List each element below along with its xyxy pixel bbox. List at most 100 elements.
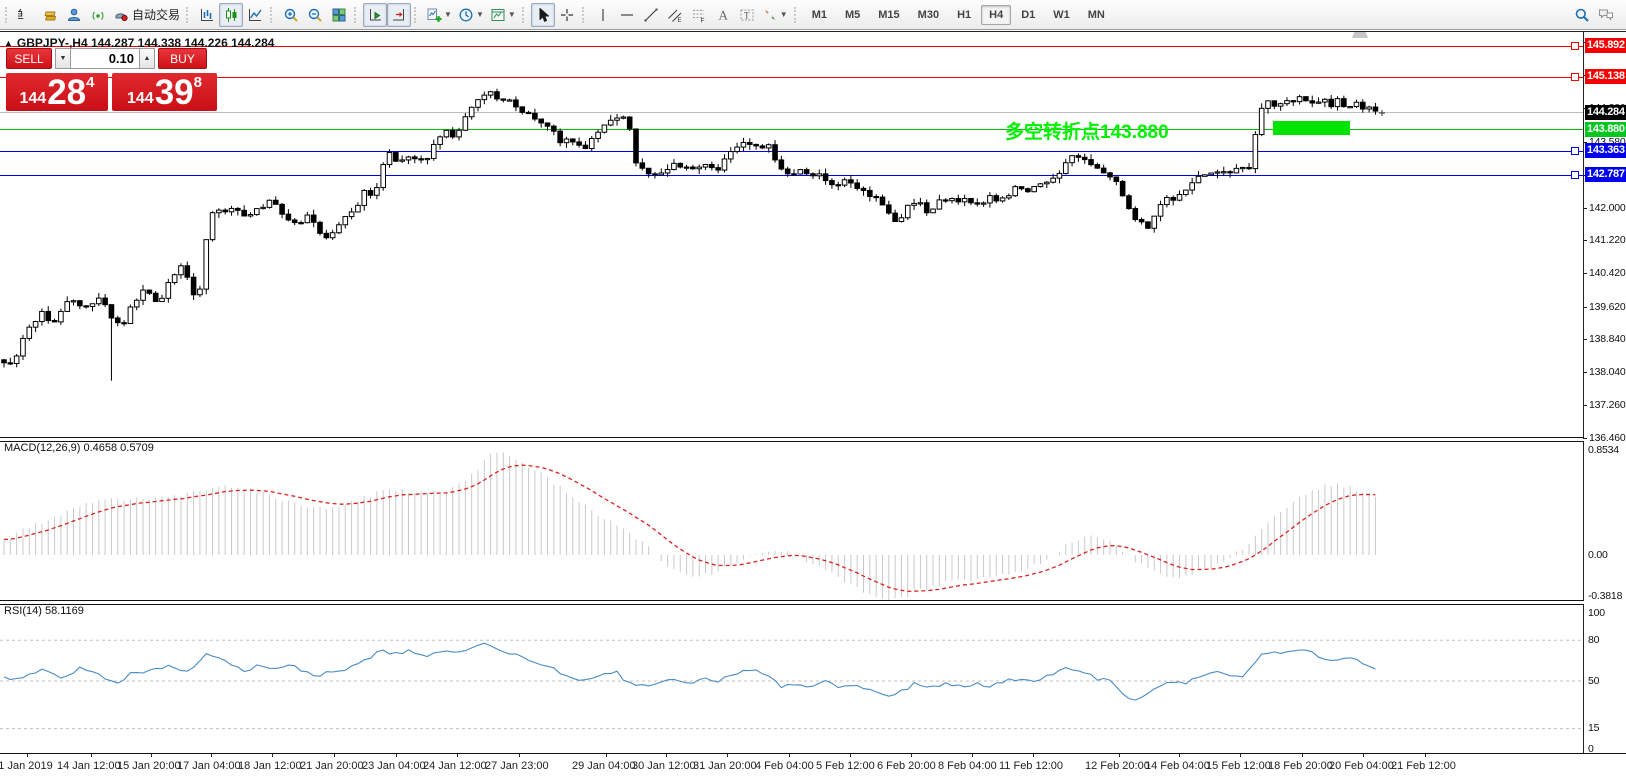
time-axis-label: 15 Jan 20:00 xyxy=(117,760,181,772)
vertical-line-icon[interactable] xyxy=(591,3,615,27)
rsi-chart[interactable] xyxy=(0,604,1583,752)
search-icon[interactable] xyxy=(1570,3,1594,27)
collapse-panel-icon[interactable]: ▲ xyxy=(4,38,13,48)
macd-chart[interactable] xyxy=(0,441,1583,600)
timeframe-m30[interactable]: M30 xyxy=(917,8,940,21)
level-handle[interactable] xyxy=(1571,147,1579,156)
level-handle[interactable] xyxy=(1571,73,1579,82)
trendline-icon[interactable] xyxy=(639,3,663,27)
arrows-icon[interactable]: ▼ xyxy=(759,3,791,27)
symbol-ohlc-text: GBPJPY-,H4 144.287 144.338 144.226 144.2… xyxy=(16,36,275,50)
volume-increase-button[interactable]: ▲ xyxy=(139,48,155,69)
time-tick xyxy=(151,754,152,757)
text-icon[interactable]: A xyxy=(711,3,735,27)
price-tick xyxy=(1583,405,1587,406)
pivot-annotation-text[interactable]: 多空转折点143.880 xyxy=(1005,122,1169,143)
highlight-rectangle-object[interactable] xyxy=(1273,121,1350,135)
toolbar-group: E F A T ▼ xyxy=(579,2,791,28)
buy-price-display[interactable]: 144 39 8 xyxy=(112,73,217,111)
level-handle[interactable] xyxy=(1571,171,1579,180)
horizontal-line-icon[interactable] xyxy=(615,3,639,27)
level-line-145.138[interactable] xyxy=(0,76,1583,78)
time-axis-label: 20 Feb 04:00 xyxy=(1329,760,1394,772)
level-line-145.892[interactable] xyxy=(0,45,1583,47)
price-tick-label: 138.040 xyxy=(1589,366,1626,378)
toolbar-group xyxy=(519,2,579,28)
bar-chart-icon[interactable] xyxy=(195,3,219,27)
cursor-icon[interactable] xyxy=(530,2,555,27)
timeframe-h1[interactable]: H1 xyxy=(957,8,972,21)
level-handle[interactable] xyxy=(1571,42,1579,51)
user-icon[interactable] xyxy=(62,3,86,27)
volume-input[interactable] xyxy=(71,48,139,69)
sell-price-point: 4 xyxy=(86,74,95,91)
time-axis-label: 18 Feb 20:00 xyxy=(1268,760,1333,772)
time-axis-label: 23 Jan 04:00 xyxy=(362,760,426,772)
chart-shift-icon[interactable] xyxy=(387,2,412,27)
timeframe-m1[interactable]: M1 xyxy=(811,8,827,21)
time-tick xyxy=(1240,754,1241,757)
toolbar-group: 单 自动交易 xyxy=(2,2,183,28)
svg-text:A: A xyxy=(718,7,728,22)
zoom-out-icon[interactable] xyxy=(303,3,327,27)
sell-button[interactable]: SELL xyxy=(6,48,52,69)
volume-decrease-button[interactable]: ▼ xyxy=(55,48,71,69)
sell-price-pips: 28 xyxy=(47,73,87,112)
buy-button[interactable]: BUY xyxy=(158,48,207,69)
level-line-143.363[interactable] xyxy=(0,150,1583,152)
price-badge-143.880: 143.880 xyxy=(1585,122,1626,137)
macd-panel-divider[interactable] xyxy=(0,437,1584,442)
rsi-axis-label: 80 xyxy=(1588,634,1600,646)
rsi-axis-label: 15 xyxy=(1588,722,1600,734)
fibonacci-icon[interactable]: F xyxy=(687,3,711,27)
indicators-icon[interactable]: ▼ xyxy=(423,3,455,27)
timeframe-m15[interactable]: M15 xyxy=(878,8,900,21)
periods-clock-icon[interactable]: ▼ xyxy=(455,3,487,27)
price-tick-label: 136.460 xyxy=(1589,432,1626,444)
gold-icon[interactable] xyxy=(38,3,62,27)
timeframe-h4[interactable]: H4 xyxy=(981,4,1012,25)
rsi-panel-divider[interactable] xyxy=(0,600,1584,605)
time-tick xyxy=(519,754,520,757)
timeframe-group: M1 M5 M15 M30 H1 H4 D1 W1 MN xyxy=(791,2,1114,28)
splitter-grip[interactable] xyxy=(1352,32,1368,38)
price-tick-label: 137.260 xyxy=(1589,399,1626,411)
time-axis-label: 30 Jan 12:00 xyxy=(632,760,696,772)
price-tick-label: 138.840 xyxy=(1589,333,1626,345)
svg-text:F: F xyxy=(700,17,704,23)
signal-icon[interactable] xyxy=(86,3,110,27)
time-tick xyxy=(850,754,851,757)
autoscroll-icon[interactable] xyxy=(363,2,388,27)
timeframe-mn[interactable]: MN xyxy=(1087,8,1105,21)
candlestick-icon[interactable] xyxy=(219,2,244,27)
zoom-in-icon[interactable] xyxy=(279,3,303,27)
timeframe-m5[interactable]: M5 xyxy=(844,8,861,21)
time-axis-label: 8 Feb 04:00 xyxy=(938,760,997,772)
level-line-144.284[interactable] xyxy=(0,112,1583,114)
channel-icon[interactable]: E xyxy=(663,3,687,27)
price-tick-label: 141.220 xyxy=(1589,234,1626,246)
price-chart[interactable] xyxy=(0,32,1583,437)
toolbar-group xyxy=(351,2,412,28)
tile-windows-icon[interactable] xyxy=(327,3,351,27)
timeframe-w1[interactable]: W1 xyxy=(1053,8,1070,21)
chat-icon[interactable] xyxy=(1594,3,1618,27)
time-tick xyxy=(211,754,212,757)
crosshair-icon[interactable] xyxy=(555,3,579,27)
price-tick xyxy=(1583,438,1587,439)
new-order-button[interactable]: 单 xyxy=(14,3,38,27)
text-label-icon[interactable]: T xyxy=(735,3,759,27)
time-axis-label: 11 Jan 2019 xyxy=(0,760,53,772)
price-tick xyxy=(1583,372,1587,373)
template-icon[interactable]: ▼ xyxy=(487,3,519,27)
line-chart-icon[interactable] xyxy=(243,3,267,27)
macd-label: MACD(12,26,9) 0.4658 0.5709 xyxy=(4,442,154,454)
timeframe-d1[interactable]: D1 xyxy=(1021,8,1036,21)
buy-price-base: 144 xyxy=(127,90,154,107)
price-tick xyxy=(1583,240,1587,241)
sell-price-display[interactable]: 144 28 4 xyxy=(6,73,108,111)
price-tick-label: 140.420 xyxy=(1589,267,1626,279)
level-line-143.880[interactable] xyxy=(0,129,1583,131)
autotrade-button[interactable]: 自动交易 xyxy=(110,3,183,27)
